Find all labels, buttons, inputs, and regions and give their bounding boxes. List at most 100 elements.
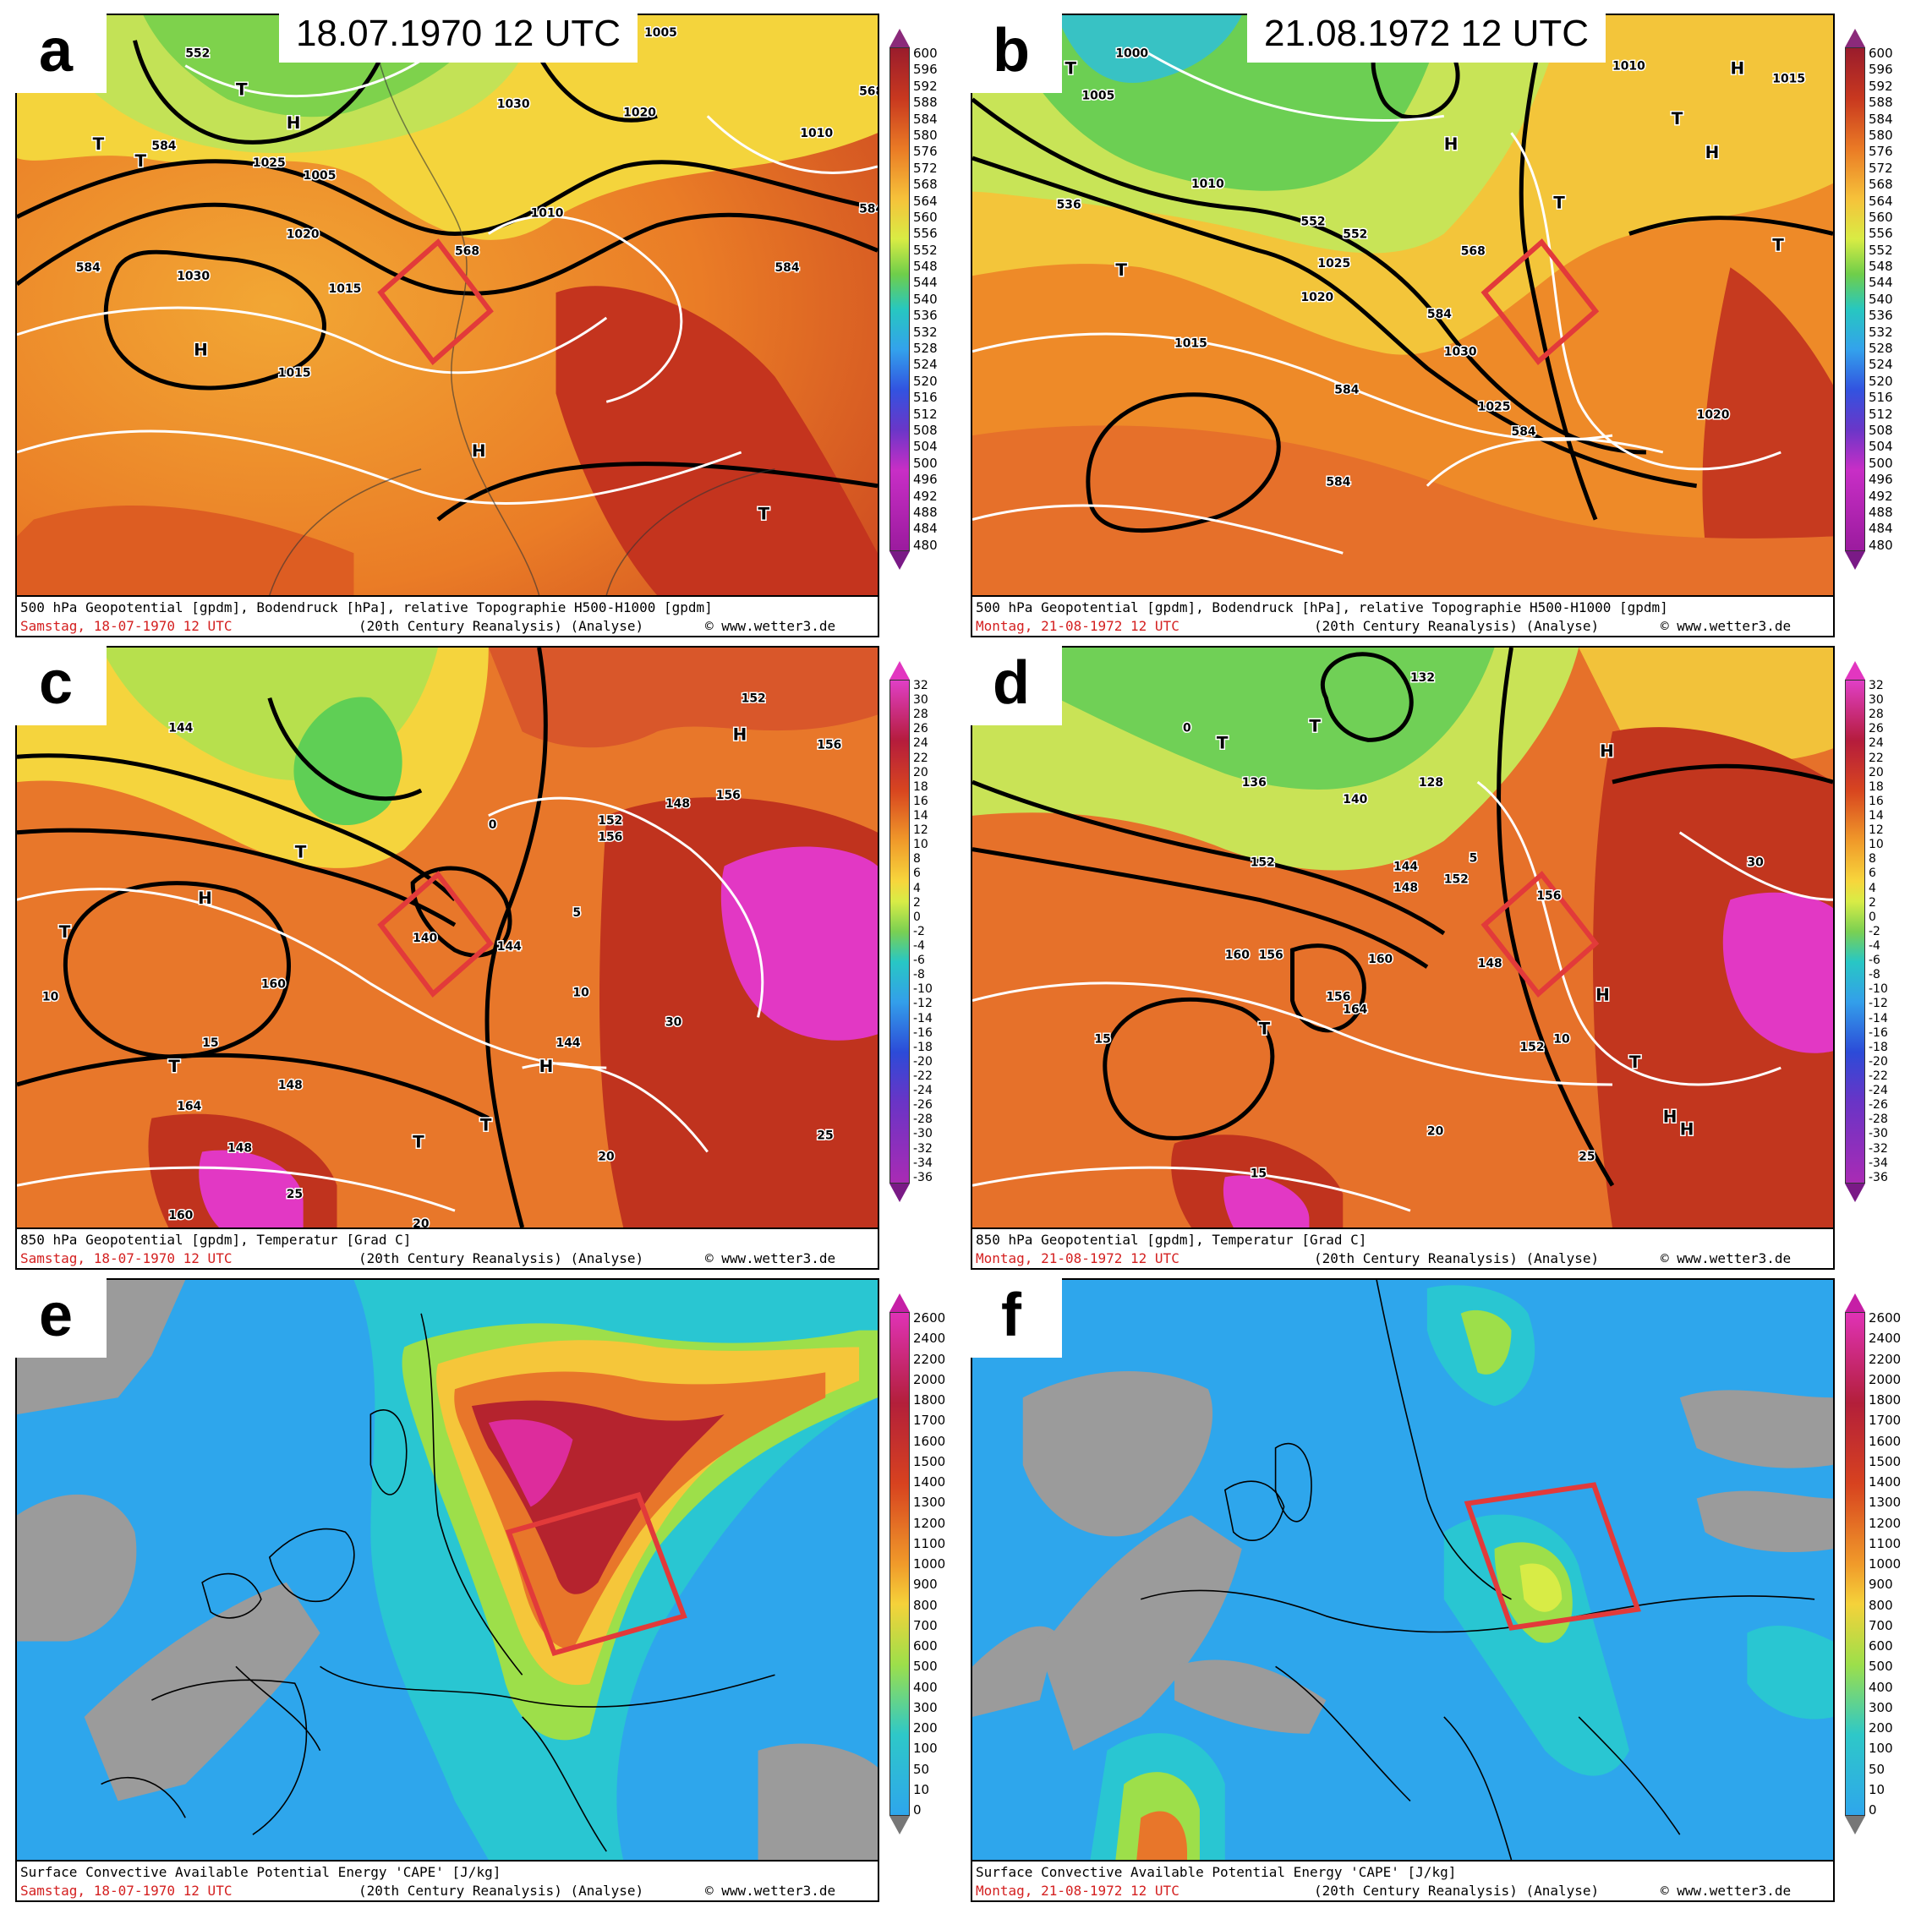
scale-ticks: 32 30 28 26 24 22 20 18 16 14 12 10 8 6 4 2 0 -2 -4 -6 -8 -10… [1869,680,1902,1184]
scale-tick-label: 18 [1869,779,1884,794]
panel-f: f 2600 2400 2200 2000 1800 1700 1600 1500 1400 13… [955,1265,1901,1902]
scale-tick-label: 528 [1869,341,1893,357]
scale-tick-label: 1400 [1869,1474,1902,1490]
scale-tick-label: 12 [1869,823,1884,838]
scale-tick-label: 1500 [1869,1453,1902,1469]
contour-label: 1020 [623,106,656,119]
pressure-center-marker: H [539,1057,554,1076]
scale-tick-label: -8 [1869,968,1880,982]
scale-tick-label: 700 [913,1617,938,1633]
caption-source: (20th Century Reanalysis) (Analyse) [358,1250,644,1266]
scale-tick-label: 1700 [913,1413,946,1429]
caption-day: Samstag, 18-07-1970 12 UTC [20,618,233,634]
scale-tick-label: -10 [913,982,933,997]
map-cape-1972 [971,1278,1835,1862]
scale-tick-label: 6 [1869,867,1876,881]
scale-tick-label: -14 [1869,1011,1888,1025]
pressure-center-marker: H [472,441,486,461]
scale-tick-label: -30 [1869,1127,1888,1141]
contour-label: 128 [1419,776,1443,790]
scale-tick-label: -6 [1869,954,1880,968]
color-scale [889,1293,923,1834]
scale-tick-label: -30 [913,1127,933,1141]
contour-label: 568 [455,244,479,258]
pressure-center-marker: H [1680,1120,1694,1140]
scale-tick-label: 480 [1869,537,1893,553]
scale-tick-label: 488 [1869,504,1893,520]
contour-label: 164 [177,1100,201,1113]
scale-tick-label: 564 [913,193,938,209]
color-scale [889,661,923,1202]
contour-label: 132 [1410,671,1435,685]
color-scale [1845,1293,1879,1834]
pressure-center-marker: T [168,1057,180,1076]
scale-tick-label: -12 [913,997,933,1011]
contour-label: 1015 [1174,337,1207,351]
contour-label: 152 [1251,856,1275,870]
cape-map [972,1280,1833,1860]
contour-label: 25 [1579,1150,1595,1163]
scale-tick-label: 1100 [913,1535,946,1551]
scale-tick-label: -22 [1869,1069,1888,1083]
scale-tick-label: 4 [1869,881,1876,895]
scale-tick-label: 1800 [1869,1392,1902,1408]
scale-tick-label: 596 [1869,62,1893,78]
scale-tick-label: 492 [913,488,938,504]
geopotential-map: 5365525525685685845845845841000100510101… [972,15,1833,595]
scale-tick-label: 100 [913,1741,938,1757]
panel-date: 18.07.1970 12 UTC [279,5,638,63]
panel-letter: f [961,1273,1062,1358]
caption-title: 850 hPa Geopotential [gpdm], Temperatur … [20,1232,412,1248]
contour-label: 15 [1251,1167,1267,1180]
scale-tick-label: 592 [1869,78,1893,94]
pressure-center-marker: T [1115,260,1127,280]
caption-web: © www.wetter3.de [705,618,836,634]
contour-label: 160 [1368,953,1393,966]
contour-label: 144 [1393,860,1418,873]
scale-tick-label: 300 [1869,1699,1893,1715]
panel-b: 536 552 552 568 568 584 584 584 584 1000 1005 1010 1… [955,0,1893,637]
scale-tick-label: 488 [913,504,938,520]
contour-label: 156 [1536,889,1561,903]
pressure-center-marker: T [1772,235,1784,254]
map-caption: Surface Convective Available Potential E… [971,1862,1835,1902]
map-850hpa-1972: 132 128 136 140 144 148 152 156 160 164 148 152 156 1… [971,646,1835,1229]
caption-web: © www.wetter3.de [1661,1250,1792,1266]
contour-label: 160 [1225,949,1250,962]
color-scale [1845,661,1879,1202]
pressure-center-marker: T [758,505,770,524]
panel-c: 144 144 140 148 152 156 160 164 148 152 156 144 148 1… [0,632,933,1270]
scale-tick-label: 544 [1869,275,1893,291]
scale-ticks: 2600 2400 2200 2000 1800 1700 1600 1500 1400 1300… [1869,1312,1902,1817]
pressure-center-marker: H [1663,1107,1678,1127]
scale-tick-label: 1600 [913,1433,946,1449]
scale-tick-label: 536 [913,308,938,324]
panel-date: 21.08.1972 12 UTC [1247,5,1606,63]
caption-source: (20th Century Reanalysis) (Analyse) [1314,1883,1600,1899]
scale-tick-label: 400 [913,1679,938,1695]
map-cape-1970 [15,1278,879,1862]
pressure-center-marker: H [194,341,208,360]
scale-tick-label: 544 [913,275,938,291]
scale-tick-label: 564 [1869,193,1893,209]
contour-label: 552 [185,47,210,61]
scale-tick-label: -24 [1869,1084,1888,1098]
scale-tick-label: 516 [1869,390,1893,406]
caption-day: Samstag, 18-07-1970 12 UTC [20,1250,233,1266]
scale-tick-label: 480 [913,537,938,553]
contour-label: 1015 [1772,73,1805,86]
contour-label: 5 [1470,852,1478,866]
scale-tick-label: 1000 [1869,1556,1902,1572]
contour-label: 552 [1343,227,1367,241]
scale-tick-label: 1400 [913,1474,946,1490]
contour-label: 136 [1242,776,1267,790]
scale-tick-label: 30 [913,693,928,708]
pressure-center-marker: T [1065,59,1077,79]
scale-tick-label: 24 [913,736,928,751]
contour-label: 144 [497,940,522,954]
scale-tick-label: 548 [1869,259,1893,275]
scale-tick-label: 0 [1869,910,1876,924]
contour-label: 1020 [1300,291,1333,304]
contour-label: 1025 [1317,257,1350,271]
pressure-center-marker: T [93,134,105,154]
